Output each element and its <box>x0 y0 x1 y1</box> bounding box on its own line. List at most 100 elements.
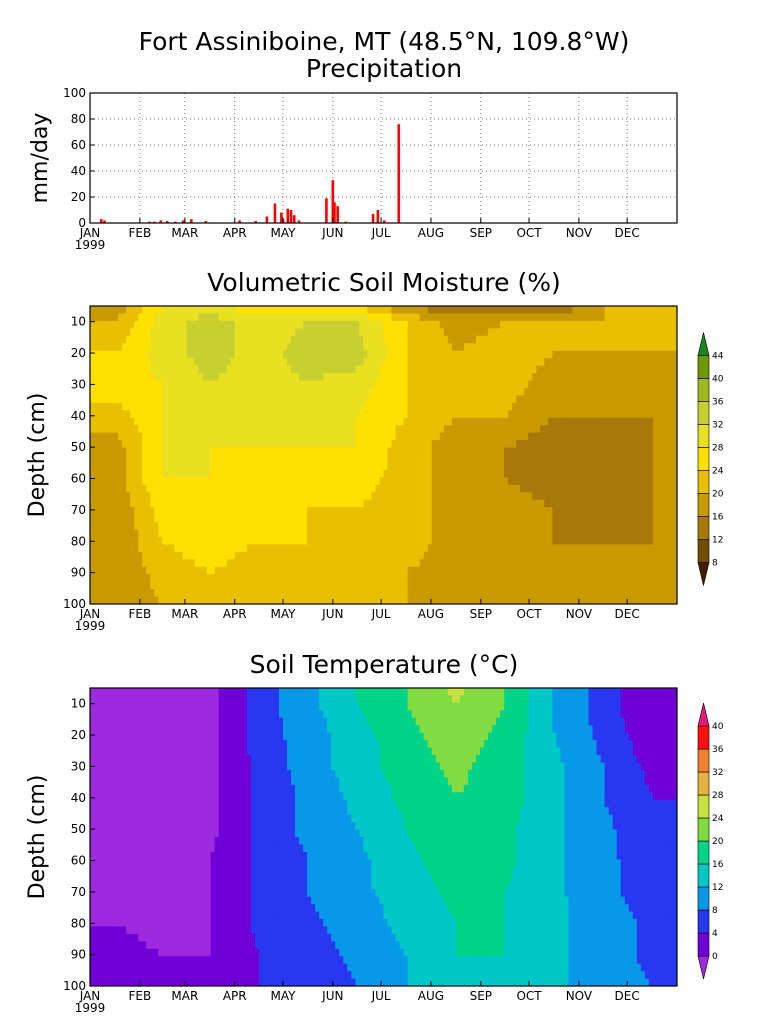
field-cell <box>331 335 336 344</box>
precip-bar <box>331 180 335 223</box>
field-cell <box>114 499 119 508</box>
field-cell <box>270 514 276 523</box>
field-cell <box>102 417 107 426</box>
field-cell <box>303 440 308 449</box>
field-cell <box>467 551 473 560</box>
field-cell <box>347 492 352 501</box>
field-cell <box>532 566 537 575</box>
field-cell <box>194 395 200 404</box>
field-cell <box>504 425 509 434</box>
field-cell <box>134 328 139 337</box>
field-cell <box>122 574 127 583</box>
field-cell <box>516 350 521 359</box>
field-cell <box>134 596 139 604</box>
field-cell <box>544 417 549 426</box>
field-cell <box>508 566 513 575</box>
precip-bar <box>159 220 163 223</box>
field-cell <box>536 484 541 493</box>
field-cell <box>383 566 389 575</box>
field-cell <box>214 544 220 553</box>
field-cell <box>411 544 417 553</box>
field-cell <box>319 455 324 464</box>
field-cell <box>226 417 232 426</box>
field-cell <box>347 410 352 419</box>
field-cell <box>415 596 421 604</box>
field-cell <box>443 596 449 604</box>
field-cell <box>484 358 489 367</box>
field-cell <box>138 328 143 337</box>
field-cell <box>142 425 147 434</box>
field-cell <box>548 440 553 449</box>
field-cell <box>307 544 312 553</box>
field-cell <box>500 343 505 352</box>
field-cell <box>94 529 99 538</box>
field-cell <box>363 522 369 531</box>
field-cell <box>467 410 473 419</box>
field-cell <box>198 373 204 382</box>
field-cell <box>419 313 425 322</box>
field-cell <box>319 313 324 322</box>
field-cell <box>520 499 525 508</box>
field-cell <box>114 440 119 449</box>
field-cell <box>435 402 441 411</box>
field-cell <box>311 402 316 411</box>
field-cell <box>278 425 284 434</box>
field-cell <box>102 373 107 382</box>
field-cell <box>98 440 103 449</box>
field-cell <box>492 514 497 523</box>
field-cell <box>339 522 344 531</box>
field-cell <box>278 335 284 344</box>
field-cell <box>411 589 417 598</box>
field-cell <box>560 417 566 426</box>
field-cell <box>500 306 505 315</box>
field-cell <box>484 551 489 560</box>
field-cell <box>540 522 545 531</box>
field-cell <box>311 387 316 396</box>
field-cell <box>258 596 264 604</box>
field-cell <box>307 313 312 322</box>
field-cell <box>170 358 176 367</box>
field-cell <box>238 358 244 367</box>
field-cell <box>343 306 348 315</box>
field-cell <box>496 373 501 382</box>
field-cell <box>315 492 320 501</box>
field-cell <box>335 380 340 389</box>
field-cell <box>238 566 244 575</box>
field-cell <box>375 507 381 516</box>
field-cell <box>150 499 155 508</box>
field-cell <box>423 350 429 359</box>
field-cell <box>307 387 312 396</box>
field-cell <box>399 536 405 545</box>
month-label: MAY <box>271 226 297 240</box>
field-cell <box>278 358 284 367</box>
field-cell <box>303 335 308 344</box>
field-cell <box>299 365 304 374</box>
field-cell <box>130 462 135 471</box>
field-cell <box>459 499 465 508</box>
field-cell <box>419 373 425 382</box>
field-cell <box>479 313 485 322</box>
field-cell <box>331 425 336 434</box>
field-cell <box>355 492 360 501</box>
field-cell <box>323 387 328 396</box>
field-cell <box>258 417 264 426</box>
field-cell <box>363 566 369 575</box>
field-cell <box>110 574 115 583</box>
field-cell <box>102 536 107 545</box>
field-cell <box>528 410 533 419</box>
field-cell <box>202 387 208 396</box>
field-cell <box>234 536 240 545</box>
field-cell <box>146 387 151 396</box>
field-cell <box>443 544 449 553</box>
field-cell <box>484 499 489 508</box>
field-cell <box>467 559 473 568</box>
field-cell <box>339 499 344 508</box>
field-cell <box>202 373 208 382</box>
field-cell <box>303 432 308 441</box>
field-cell <box>218 343 224 352</box>
field-cell <box>347 306 352 315</box>
field-cell <box>379 306 385 315</box>
field-cell <box>439 373 445 382</box>
field-cell <box>455 484 461 493</box>
field-cell <box>122 358 127 367</box>
